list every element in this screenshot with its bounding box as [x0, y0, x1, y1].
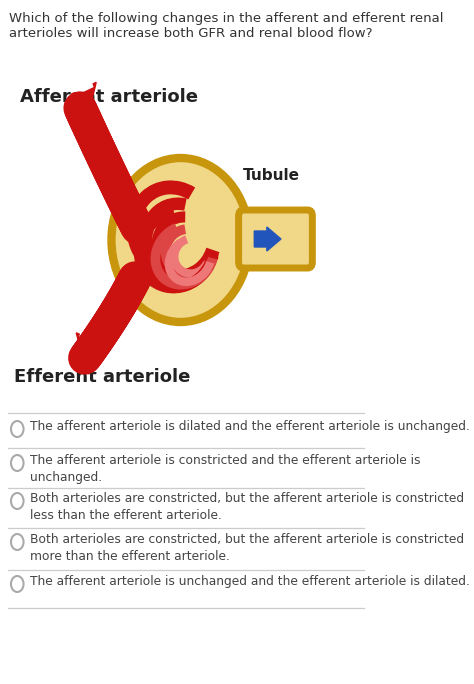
Text: Which of the following changes in the afferent and efferent renal
arterioles wil: Which of the following changes in the af…: [9, 12, 444, 40]
Text: The afferent arteriole is unchanged and the efferent arteriole is dilated.: The afferent arteriole is unchanged and …: [30, 575, 470, 588]
FancyArrow shape: [71, 82, 96, 109]
Text: Both arterioles are constricted, but the afferent arteriole is constricted
less : Both arterioles are constricted, but the…: [30, 492, 464, 522]
Text: Efferent arteriole: Efferent arteriole: [14, 368, 191, 386]
Text: The afferent arteriole is constricted and the efferent arteriole is
unchanged.: The afferent arteriole is constricted an…: [30, 454, 420, 484]
FancyBboxPatch shape: [238, 210, 312, 268]
Ellipse shape: [111, 158, 250, 322]
Text: Both arterioles are constricted, but the afferent arteriole is constricted
more : Both arterioles are constricted, but the…: [30, 533, 464, 563]
FancyArrow shape: [254, 227, 281, 251]
FancyArrow shape: [76, 333, 101, 359]
Text: The afferent arteriole is dilated and the efferent arteriole is unchanged.: The afferent arteriole is dilated and th…: [30, 420, 470, 433]
Text: Afferent arteriole: Afferent arteriole: [19, 88, 198, 106]
Text: Tubule: Tubule: [243, 168, 301, 183]
